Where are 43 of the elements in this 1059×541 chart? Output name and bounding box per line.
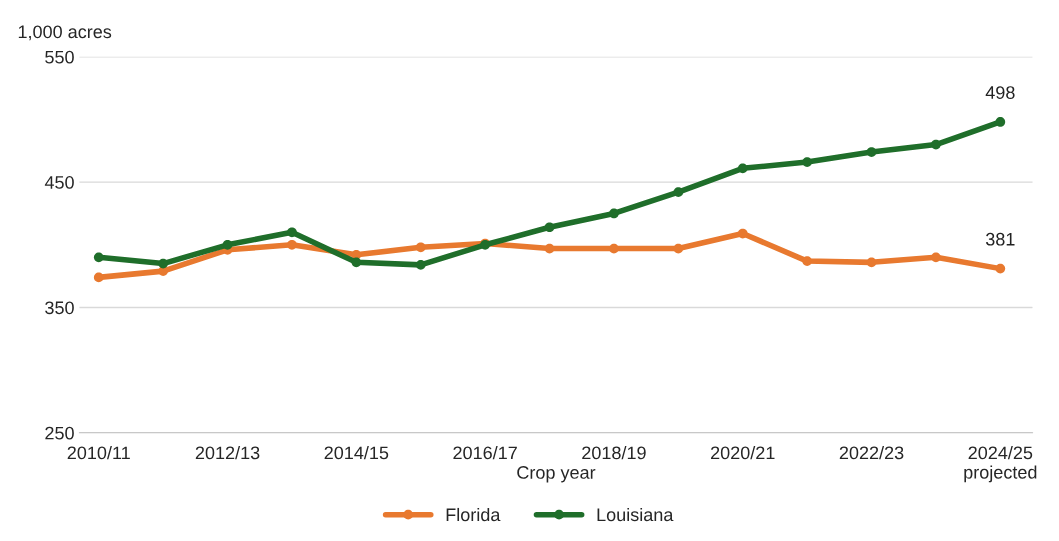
point <box>222 239 233 250</box>
point <box>737 228 748 239</box>
point <box>995 263 1006 274</box>
point <box>995 117 1006 127</box>
x-axis-title: Crop year <box>517 466 596 483</box>
y-tick-label: 550 <box>45 50 74 64</box>
point <box>544 222 555 233</box>
point <box>287 239 297 250</box>
x-tick-label: 2018/19 <box>582 445 646 460</box>
y-tick-label: 350 <box>45 301 74 315</box>
y-tick-label: 450 <box>44 176 74 189</box>
x-tick-label: 2014/15 <box>324 445 389 460</box>
point <box>415 242 426 253</box>
point <box>673 187 684 198</box>
point <box>609 243 619 254</box>
point <box>673 243 684 254</box>
point <box>866 147 877 157</box>
x-tick-label: 2024/25 projected <box>964 445 1037 483</box>
point <box>931 252 941 263</box>
x-tick-label: 2022/23 <box>839 445 904 460</box>
point <box>802 256 812 266</box>
point <box>351 257 362 268</box>
point <box>415 259 426 270</box>
x-tick-label: 2016/17 <box>453 445 517 460</box>
point <box>802 157 812 167</box>
x-tick-label: 2012/13 <box>195 445 260 460</box>
data-label: 498 <box>985 86 1015 99</box>
legend-label: Louisiana <box>597 507 674 522</box>
point <box>287 227 297 238</box>
y-tick-label: 250 <box>45 426 74 440</box>
point <box>931 139 941 150</box>
point <box>609 208 619 219</box>
point <box>93 252 104 263</box>
point <box>93 272 104 283</box>
x-tick-label: 2020/21 <box>711 445 775 460</box>
legend-label: Florida <box>446 507 501 522</box>
point <box>866 257 877 268</box>
x-tick-label: 2010/11 <box>67 445 130 460</box>
data-label: 381 <box>985 232 1015 246</box>
y-axis-title: 1,000 acres <box>18 25 112 41</box>
point <box>158 258 168 269</box>
point <box>737 163 748 174</box>
point <box>544 243 555 254</box>
